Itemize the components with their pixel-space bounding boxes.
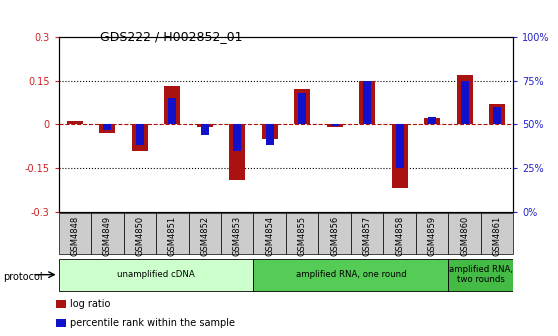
Bar — [262, 124, 278, 139]
Text: GSM4855: GSM4855 — [298, 216, 307, 256]
Bar — [392, 124, 408, 188]
Text: GSM4848: GSM4848 — [70, 216, 79, 256]
Bar — [136, 124, 144, 145]
Text: GSM4854: GSM4854 — [265, 216, 274, 256]
Bar — [59, 259, 253, 291]
Bar — [449, 259, 513, 291]
Bar — [91, 213, 123, 254]
Bar — [428, 117, 436, 124]
Bar — [156, 213, 189, 254]
Text: GSM4856: GSM4856 — [330, 216, 339, 256]
Bar — [359, 81, 376, 124]
Text: protocol: protocol — [3, 272, 42, 282]
Bar — [123, 213, 156, 254]
Bar — [456, 75, 473, 124]
Text: GSM4850: GSM4850 — [135, 216, 145, 256]
Bar — [99, 124, 116, 133]
Bar — [424, 119, 440, 124]
Text: unamplified cDNA: unamplified cDNA — [117, 270, 195, 279]
Bar — [363, 81, 371, 124]
Bar — [460, 81, 469, 124]
Bar — [229, 124, 246, 180]
Bar — [196, 124, 213, 127]
Bar — [326, 124, 343, 127]
Bar — [103, 124, 112, 130]
Text: GSM4860: GSM4860 — [460, 216, 469, 256]
Bar — [189, 213, 221, 254]
Text: amplified RNA,
two rounds: amplified RNA, two rounds — [449, 265, 513, 284]
Text: amplified RNA, one round: amplified RNA, one round — [296, 270, 406, 279]
Bar — [351, 213, 383, 254]
Bar — [266, 124, 274, 145]
Bar — [201, 124, 209, 135]
Bar — [331, 124, 339, 126]
Bar — [233, 124, 241, 151]
Bar — [489, 104, 505, 124]
Text: log ratio: log ratio — [70, 299, 110, 309]
Bar — [481, 213, 513, 254]
Text: GSM4852: GSM4852 — [200, 216, 209, 256]
Text: GSM4849: GSM4849 — [103, 216, 112, 256]
Bar — [253, 213, 286, 254]
Bar — [286, 213, 319, 254]
Bar — [396, 124, 404, 168]
Bar — [319, 213, 351, 254]
Text: GSM4851: GSM4851 — [168, 216, 177, 256]
Bar — [164, 86, 180, 124]
Bar — [253, 259, 449, 291]
Text: GSM4858: GSM4858 — [395, 216, 404, 256]
Text: GSM4859: GSM4859 — [427, 216, 437, 256]
Bar — [59, 213, 91, 254]
Bar — [294, 89, 310, 124]
Bar — [449, 213, 481, 254]
Text: GSM4853: GSM4853 — [233, 216, 242, 256]
Bar — [416, 213, 449, 254]
Text: percentile rank within the sample: percentile rank within the sample — [70, 318, 235, 328]
Bar — [298, 93, 306, 124]
Text: GDS222 / H002852_01: GDS222 / H002852_01 — [100, 30, 243, 43]
Bar — [168, 98, 176, 124]
Bar — [493, 107, 501, 124]
Text: GSM4857: GSM4857 — [363, 216, 372, 256]
Text: GSM4861: GSM4861 — [493, 216, 502, 256]
Bar — [383, 213, 416, 254]
Bar — [221, 213, 253, 254]
Bar — [67, 121, 83, 124]
Bar — [132, 124, 148, 151]
